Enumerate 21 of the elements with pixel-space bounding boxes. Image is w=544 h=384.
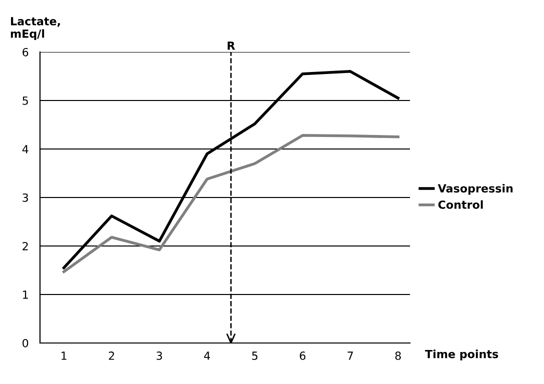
x-tick-label: 8	[395, 352, 401, 360]
x-tick-label: 1	[62, 352, 66, 360]
x-tick-label: 4	[204, 352, 210, 360]
x-axis-title: Time points	[425, 350, 498, 360]
y-tick-label: 5	[22, 96, 28, 105]
x-tick-label: 2	[108, 352, 114, 360]
x-tick-label: 6	[300, 352, 306, 360]
y-tick-label: 4	[22, 145, 28, 154]
x-tick-label: 5	[252, 352, 258, 360]
y-tick-label: 3	[22, 193, 28, 202]
y-tick-label: 1	[23, 290, 28, 299]
legend-label: Vasopressin	[438, 184, 513, 195]
y-tick-label: 6	[22, 48, 28, 56]
x-tick-label: 3	[156, 352, 162, 360]
ref-line-label: R	[228, 42, 236, 50]
y-tick-label: 2	[22, 242, 28, 250]
y-axis-title: Lactate, mEq/l	[10, 17, 60, 40]
legend-label: Control	[438, 200, 483, 209]
line-series	[62, 134, 400, 274]
x-tick-label: 7	[348, 352, 353, 360]
y-tick-label: 0	[22, 338, 28, 348]
